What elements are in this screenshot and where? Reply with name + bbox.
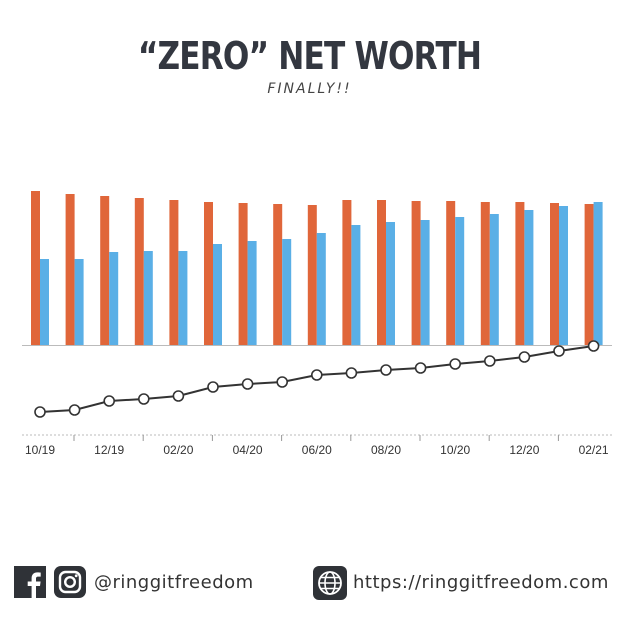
orange-bar [65,194,75,345]
x-tick-label: 10/19 [25,443,55,457]
net-worth-point [587,340,600,352]
instagram-icon[interactable] [54,566,86,598]
net-worth-point [310,369,323,381]
blue-bar [316,233,326,345]
blue-bar [109,252,119,345]
net-worth-point [483,355,496,367]
x-tick-label: 08/20 [371,443,401,457]
blue-bar [593,202,603,345]
blue-bar [282,239,292,345]
blue-bar [247,241,257,345]
orange-bar [550,203,559,345]
orange-bar [273,204,283,345]
x-tick-label: 02/20 [163,443,193,457]
net-worth-point [103,395,115,407]
blue-bar [351,225,361,345]
x-tick-label: 12/19 [94,443,124,457]
blue-bar [524,210,534,345]
blue-bar [74,259,84,345]
orange-bar [307,205,317,345]
x-tick-label: 06/20 [302,443,332,457]
blue-bar [213,244,222,345]
blue-bar [143,251,153,345]
blue-bar [420,220,430,345]
orange-bar [169,200,179,345]
blue-bar [559,206,568,345]
net-worth-point [68,404,81,416]
blue-bar [40,259,49,345]
net-worth-point [172,390,185,402]
orange-bar [446,201,456,345]
blue-bar [455,217,465,345]
chart-subtitle: FINALLY!! [267,81,352,97]
blue-bar [386,222,395,345]
net-worth-point [241,378,254,390]
orange-bar [411,201,421,345]
x-tick-label: 04/20 [233,443,263,457]
orange-bar [134,198,144,345]
blue-bar [178,251,188,345]
facebook-icon[interactable] [14,566,46,598]
orange-bar [342,200,352,345]
net-worth-point [414,362,427,374]
orange-bar [515,202,525,345]
social-footer: @ringgitfreedom [14,562,254,602]
social-handle[interactable]: @ringgitfreedom [94,571,254,593]
orange-bar [204,202,213,345]
website-footer: https://ringgitfreedom.com [313,562,609,602]
orange-bar [100,196,110,345]
net-worth-point [138,393,150,405]
orange-bar [238,203,248,345]
blue-bar [489,214,499,345]
x-tick-label: 02/21 [579,443,609,457]
x-tick-label: 12/20 [509,443,539,457]
orange-bar [377,200,386,345]
net-worth-point [345,367,358,379]
net-worth-point [380,364,392,376]
globe-icon [313,566,347,600]
website-url[interactable]: https://ringgitfreedom.com [353,571,609,593]
orange-bar [584,204,594,345]
x-tick-label: 10/20 [440,443,470,457]
net-worth-point [34,406,46,418]
net-worth-point [553,345,565,357]
net-worth-point [207,381,219,393]
chart-title: “ZERO” NET WORTH [137,34,482,78]
orange-bar [480,202,490,345]
net-worth-point [276,376,289,388]
net-worth-point [449,358,462,370]
net-worth-point [518,351,531,363]
orange-bar [31,191,40,345]
